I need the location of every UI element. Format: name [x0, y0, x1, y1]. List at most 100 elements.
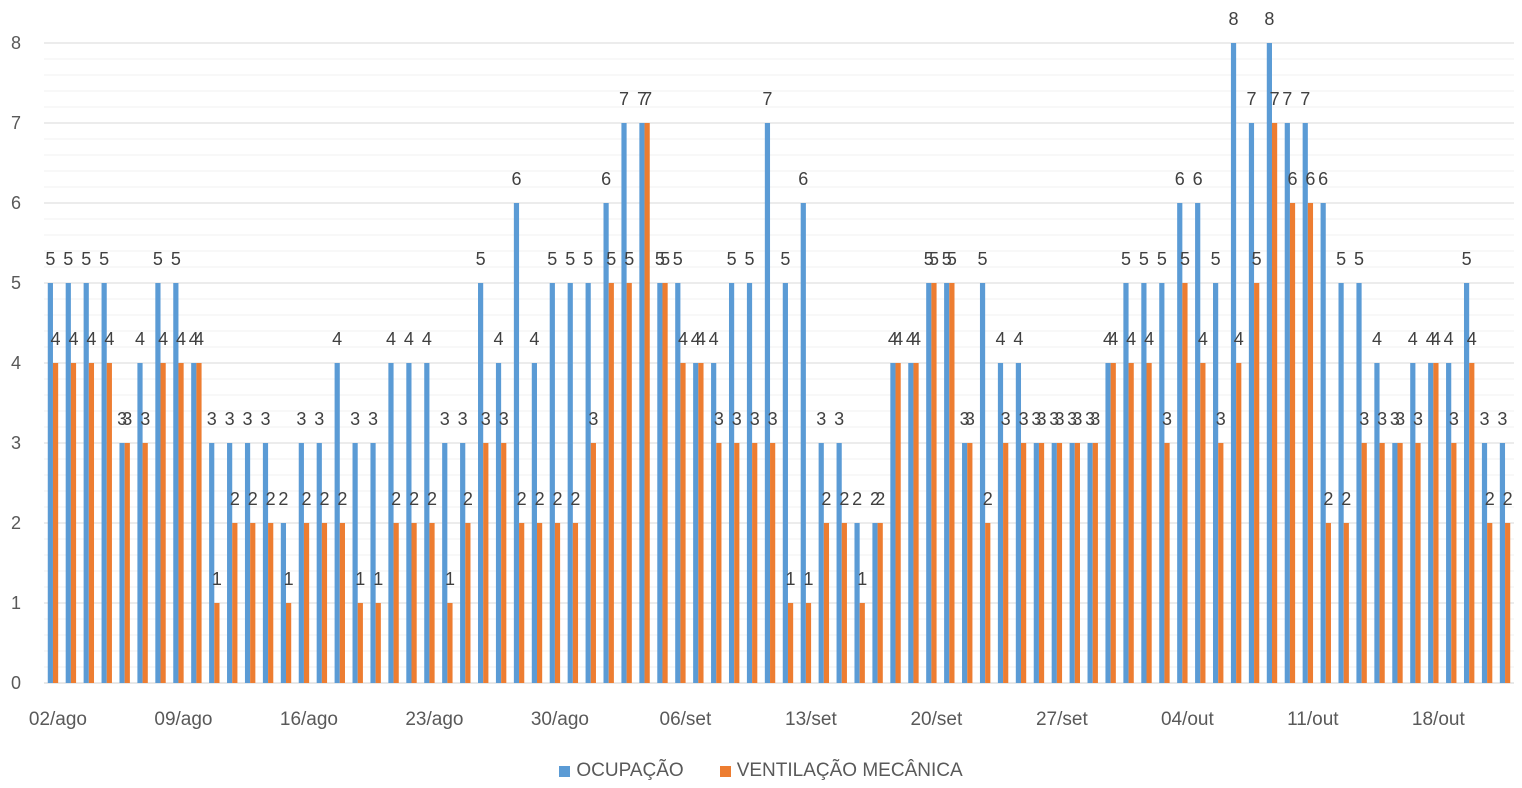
data-label: 2	[570, 489, 580, 509]
data-label: 3	[499, 409, 509, 429]
data-label: 7	[1270, 89, 1280, 109]
data-label: 1	[373, 569, 383, 589]
data-label: 2	[517, 489, 527, 509]
bar-ocupacao	[1033, 443, 1039, 683]
data-label: 2	[230, 489, 240, 509]
bar-ocupacao	[1266, 43, 1272, 683]
data-label: 4	[1103, 329, 1113, 349]
y-tick-label: 6	[11, 193, 21, 213]
data-label: 5	[1462, 249, 1472, 269]
bar-ventilacao	[1289, 203, 1296, 683]
y-tick-label: 2	[11, 513, 21, 533]
data-label: 4	[404, 329, 414, 349]
data-label: 4	[158, 329, 168, 349]
data-label: 4	[678, 329, 688, 349]
bar-ocupacao	[1230, 43, 1237, 683]
data-label: 5	[1354, 249, 1364, 269]
data-label: 3	[1054, 409, 1064, 429]
data-label: 8	[1264, 9, 1274, 29]
data-label: 3	[350, 409, 360, 429]
data-label: 6	[1318, 169, 1328, 189]
bar-ocupacao	[227, 443, 233, 683]
bar-ventilacao	[393, 523, 399, 683]
data-label: 4	[1144, 329, 1154, 349]
bar-ventilacao	[662, 283, 668, 683]
bar-ventilacao	[232, 523, 238, 683]
x-tick-label: 23/ago	[405, 709, 463, 730]
bar-ocupacao	[782, 283, 788, 683]
bar-ventilacao	[716, 443, 722, 683]
bar-ventilacao	[698, 363, 704, 683]
legend-label: VENTILAÇÃO MECÂNICA	[736, 760, 963, 781]
data-label: 4	[494, 329, 504, 349]
bar-ocupacao	[1499, 443, 1506, 683]
bar-ocupacao	[908, 363, 914, 683]
bar-ventilacao	[734, 443, 740, 683]
legend-item-ventilacao: VENTILAÇÃO MECÂNICA	[719, 760, 963, 782]
bar-ocupacao	[478, 283, 484, 683]
data-label: 5	[1139, 249, 1149, 269]
data-label: 3	[314, 409, 324, 429]
bar-ventilacao	[1505, 523, 1511, 683]
data-label: 4	[1198, 329, 1208, 349]
bar-ventilacao	[1271, 123, 1278, 683]
data-label: 3	[296, 409, 306, 429]
bar-ocupacao	[603, 203, 609, 683]
x-tick-label: 30/ago	[531, 709, 589, 730]
bar-ventilacao	[1164, 443, 1170, 683]
data-label: 5	[1336, 249, 1346, 269]
data-label: 4	[194, 329, 204, 349]
bar-ventilacao	[106, 363, 112, 683]
data-label: 6	[511, 169, 521, 189]
data-label: 4	[893, 329, 903, 349]
data-label: 3	[1019, 409, 1029, 429]
data-label: 3	[1001, 409, 1011, 429]
bar-ventilacao	[841, 523, 847, 683]
bar-ventilacao	[1433, 363, 1439, 683]
bar-ventilacao	[250, 523, 256, 683]
bar-ocupacao	[1302, 123, 1308, 683]
data-label: 1	[355, 569, 365, 589]
bar-ventilacao	[88, 363, 95, 683]
bar-ocupacao	[693, 363, 699, 683]
bar-ocupacao	[1177, 203, 1183, 683]
bar-ocupacao	[997, 363, 1004, 683]
data-label: 1	[803, 569, 813, 589]
bar-ventilacao	[590, 443, 596, 683]
bar-ocupacao	[1141, 283, 1147, 683]
bar-ventilacao	[1146, 363, 1152, 683]
bar-ocupacao	[1069, 443, 1075, 683]
data-label: 4	[888, 329, 898, 349]
bar-ocupacao	[334, 363, 340, 683]
x-tick-label: 09/ago	[154, 709, 212, 730]
data-label: 4	[176, 329, 186, 349]
bar-ventilacao	[536, 523, 543, 683]
data-label: 3	[207, 409, 217, 429]
data-label: 5	[942, 249, 952, 269]
data-label: 2	[427, 489, 437, 509]
data-label: 3	[368, 409, 378, 429]
bar-ventilacao	[913, 363, 919, 683]
bar-ventilacao	[142, 443, 148, 683]
bar-ocupacao	[495, 363, 502, 683]
bar-ventilacao	[1182, 283, 1188, 683]
y-tick-label: 4	[11, 353, 21, 373]
bar-ventilacao	[465, 523, 471, 683]
data-label: 5	[780, 249, 790, 269]
bar-ocupacao	[567, 283, 573, 683]
bar-ventilacao	[949, 283, 955, 683]
bar-ocupacao	[119, 443, 125, 683]
data-label: 5	[745, 249, 755, 269]
bar-ventilacao	[823, 523, 830, 683]
bar-ocupacao	[155, 283, 161, 683]
bar-ocupacao	[1356, 283, 1362, 683]
data-label: 2	[1503, 489, 1513, 509]
bar-ocupacao	[549, 283, 555, 683]
data-label: 3	[1497, 409, 1507, 429]
bar-ocupacao	[1087, 443, 1093, 683]
bar-ocupacao	[352, 443, 358, 683]
data-label: 7	[762, 89, 772, 109]
x-tick-label: 27/set	[1036, 709, 1088, 730]
data-label: 4	[86, 329, 96, 349]
data-label: 3	[714, 409, 724, 429]
